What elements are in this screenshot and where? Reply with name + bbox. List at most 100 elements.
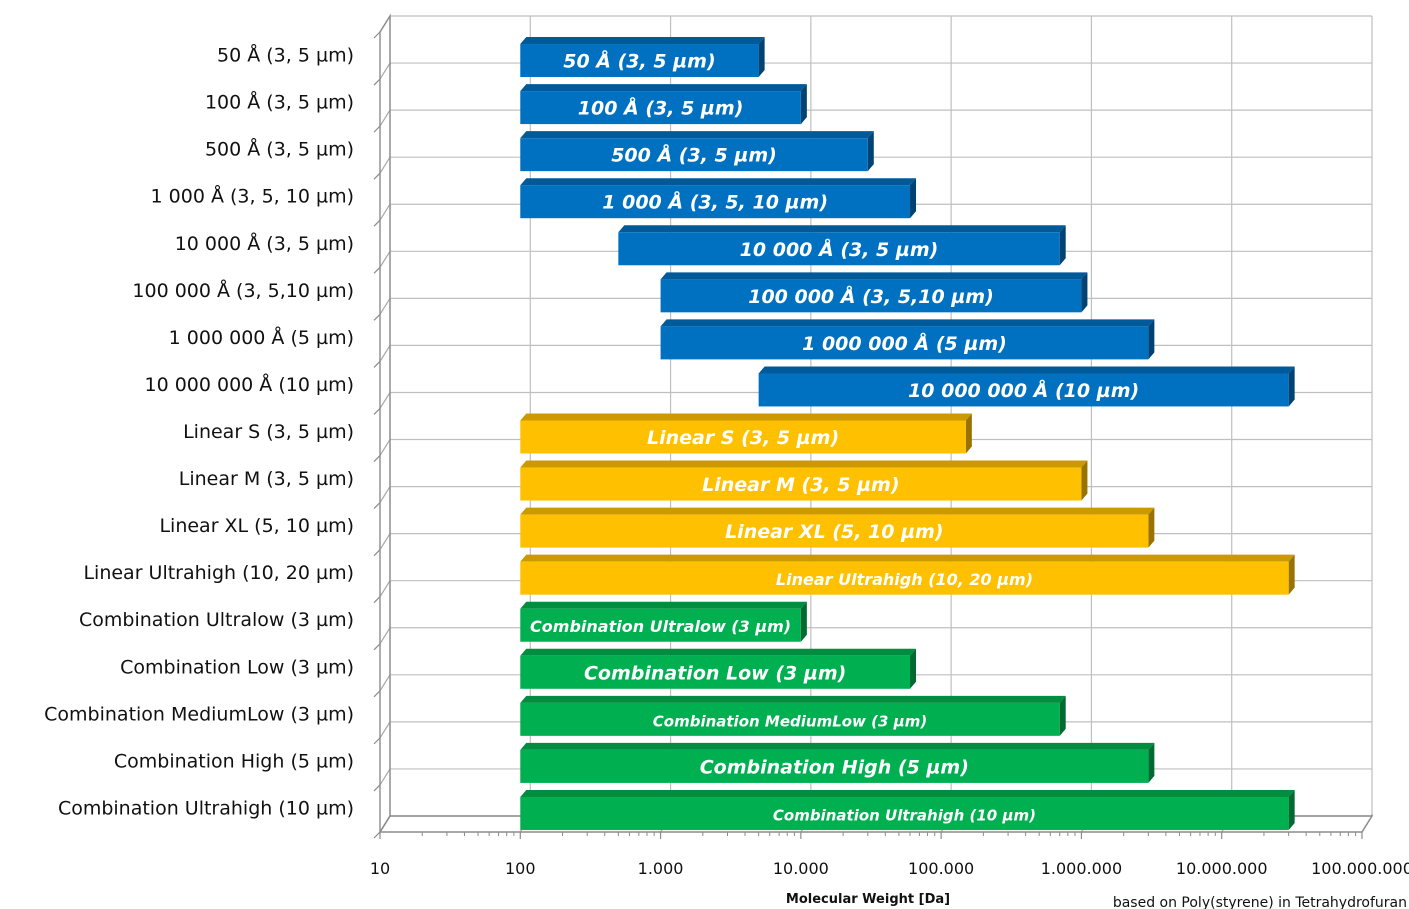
y-tick <box>373 125 381 133</box>
y-tick <box>373 596 381 604</box>
x-tick-label: 10.000 <box>773 859 829 878</box>
side-wall-gridline <box>379 345 391 362</box>
y-tick <box>373 313 381 321</box>
bar-side-face <box>910 648 917 689</box>
bar-top-face <box>520 507 1155 515</box>
category-label: Combination Ultrahigh (10 µm) <box>58 797 354 819</box>
bar-top-face <box>520 131 874 139</box>
bar-top-face <box>520 460 1088 468</box>
side-wall-gridline <box>379 62 391 80</box>
side-wall-gridline <box>379 203 391 221</box>
bar: Linear Ultrahigh (10, 20 µm) <box>520 554 1295 595</box>
bar-front-face <box>520 608 801 642</box>
bar: 500 Å (3, 5 µm) <box>520 131 874 172</box>
bar-top-face <box>520 84 807 92</box>
bar: Linear S (3, 5 µm) <box>520 413 972 454</box>
bar-front-face <box>520 796 1289 830</box>
bar-side-face <box>1081 460 1088 501</box>
bar-side-face <box>1288 789 1295 830</box>
bar-top-face <box>520 742 1155 750</box>
bar-top-face <box>758 366 1295 374</box>
y-tick <box>373 172 381 180</box>
y-tick <box>373 266 381 274</box>
bar-top-face <box>520 178 917 186</box>
y-tick <box>373 219 381 227</box>
x-tick-label: 100 <box>505 859 536 878</box>
bar-side-face <box>1288 366 1295 407</box>
side-wall-gridline <box>379 768 391 786</box>
y-tick <box>373 737 381 745</box>
y-tick <box>373 78 381 86</box>
category-label: 500 Å (3, 5 µm) <box>205 138 354 161</box>
bar: 1 000 000 Å (5 µm) <box>660 319 1155 360</box>
category-label: 10 000 000 Å (10 µm) <box>144 373 354 396</box>
y-tick <box>373 784 381 792</box>
side-wall <box>379 13 391 835</box>
bar-label: Combination Ultralow (3 µm) <box>530 617 791 636</box>
bar-top-face <box>520 601 807 609</box>
bar-top-face <box>520 413 972 421</box>
y-tick <box>373 549 381 557</box>
bar-label: 100 000 Å (3, 5,10 µm) <box>748 284 994 308</box>
y-tick <box>373 408 381 415</box>
side-wall-gridline <box>379 250 391 268</box>
bar-front-face <box>520 655 911 689</box>
bar-front-face <box>520 420 966 454</box>
bar-top-face <box>660 319 1155 327</box>
y-tick <box>373 643 381 651</box>
side-wall-gridline <box>379 392 391 409</box>
category-labels: 50 Å (3, 5 µm) 100 Å (3, 5 µm) 500 Å (3, 5… <box>44 44 354 820</box>
bar-front-face <box>520 561 1289 595</box>
bar-top-face <box>618 225 1066 233</box>
x-axis-title: Molecular Weight [Da] <box>786 892 950 907</box>
category-label: Linear XL (5, 10 µm) <box>159 515 354 537</box>
bar-front-face <box>520 44 759 78</box>
bar-top-face <box>660 272 1088 280</box>
y-tick <box>373 690 381 698</box>
bar: 100 000 Å (3, 5,10 µm) <box>660 272 1088 313</box>
bar: 50 Å (3, 5 µm) <box>520 37 765 78</box>
bar-side-face <box>758 37 765 78</box>
x-tick-label: 1.000.000 <box>1041 859 1122 878</box>
category-label: Linear Ultrahigh (10, 20 µm) <box>83 562 354 584</box>
bar-label: Linear Ultrahigh (10, 20 µm) <box>776 570 1033 589</box>
bar-top-face <box>520 789 1295 797</box>
category-label: Combination Low (3 µm) <box>120 656 354 678</box>
y-tick <box>373 831 381 839</box>
bar-label: 1 000 000 Å (5 µm) <box>802 331 1007 355</box>
bar-side-face <box>910 178 917 219</box>
category-label: 100 000 Å (3, 5,10 µm) <box>132 279 354 302</box>
bar: Combination MediumLow (3 µm) <box>520 695 1066 736</box>
side-wall-gridline <box>379 486 391 503</box>
side-wall-gridline <box>379 439 391 456</box>
bar: Combination High (5 µm) <box>520 742 1155 783</box>
bar-label: Combination High (5 µm) <box>700 756 969 778</box>
bar-side-face <box>1148 319 1155 360</box>
bar-side-face <box>800 601 807 642</box>
y-tick <box>373 360 381 368</box>
side-wall-gridline <box>379 298 391 315</box>
category-label: Combination MediumLow (3 µm) <box>44 703 354 725</box>
x-tick-label: 100.000 <box>908 859 974 878</box>
bar: Combination Ultralow (3 µm) <box>520 601 807 642</box>
bar: Combination Low (3 µm) <box>520 648 917 689</box>
bars: 50 Å (3, 5 µm) 100 Å (3, 5 µm) 500 Å (3, 5… <box>520 37 1295 830</box>
bar-front-face <box>618 232 1060 266</box>
x-axis-ticks: 10 100 1.000 10.000 100.000 1.000.000 10.000.0… <box>370 31 1409 878</box>
bar-side-face <box>1148 742 1155 783</box>
bar-label: 10 000 Å (3, 5 µm) <box>740 237 939 261</box>
x-tick-label: 1.000 <box>638 859 684 878</box>
bar: 1 000 Å (3, 5, 10 µm) <box>520 178 917 219</box>
x-tick-label: 100.000.000 <box>1311 859 1409 878</box>
bar-front-face <box>520 467 1082 501</box>
y-tick <box>373 455 381 462</box>
bar: Linear XL (5, 10 µm) <box>520 507 1155 548</box>
bar-label: 10 000 000 Å (10 µm) <box>908 378 1139 402</box>
side-wall-gridline <box>379 109 391 127</box>
y-tick <box>373 31 381 39</box>
side-wall-gridline <box>379 627 391 645</box>
bar-front-face <box>520 185 911 219</box>
bar-top-face <box>520 648 917 656</box>
category-label: Linear S (3, 5 µm) <box>183 421 354 443</box>
category-label: 50 Å (3, 5 µm) <box>217 44 354 67</box>
